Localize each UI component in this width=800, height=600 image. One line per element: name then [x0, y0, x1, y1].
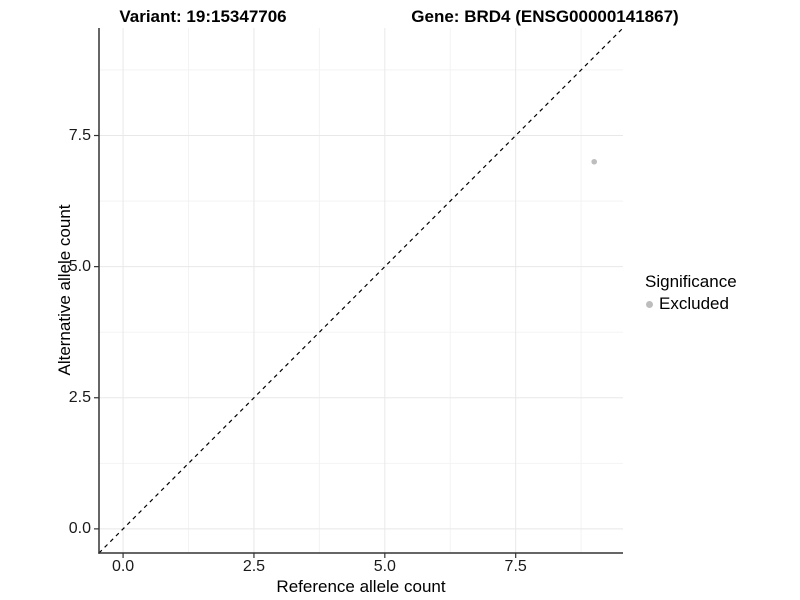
y-tick-label: 0.0	[68, 519, 91, 537]
legend-entries: Excluded	[645, 294, 737, 314]
x-tick-label: 0.0	[111, 558, 135, 575]
legend-entry-excluded: Excluded	[645, 294, 737, 314]
legend: Significance Excluded	[645, 271, 737, 314]
plot-title-variant: Variant: 19:15347706	[119, 7, 287, 26]
identity-reference-line	[98, 27, 624, 554]
legend-title: Significance	[645, 272, 737, 291]
plot-title-gene: Gene: BRD4 (ENSG00000141867)	[411, 7, 679, 26]
legend-point-icon	[646, 300, 653, 308]
data-point-excluded	[591, 158, 598, 165]
legend-label: Excluded	[659, 294, 729, 313]
x-tick-label: 5.0	[373, 558, 396, 575]
x-tick-label: 2.5	[242, 558, 266, 575]
y-axis-title: Alternative allele count	[55, 204, 74, 376]
y-tick-label: 5.0	[68, 257, 91, 275]
y-tick-label: 7.5	[68, 126, 91, 144]
x-tick-label: 7.5	[504, 558, 527, 575]
x-axis-title: Reference allele count	[276, 577, 446, 596]
y-tick-label: 2.5	[68, 388, 91, 406]
